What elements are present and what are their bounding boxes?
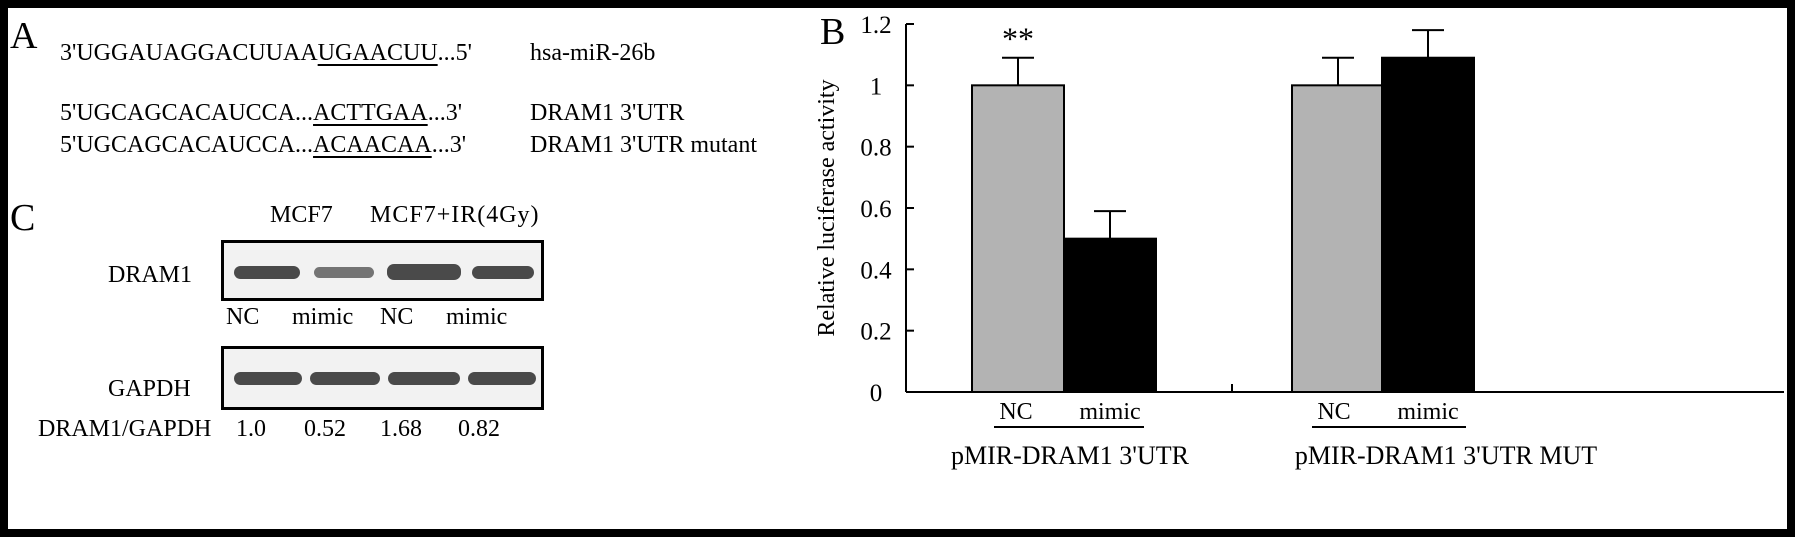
- ratio-label: DRAM1/GAPDH: [38, 416, 212, 442]
- wt-sequence-suffix: ...3': [427, 100, 463, 126]
- panel-a-letter: A: [10, 15, 38, 57]
- luciferase-chart: B 0 0.2 0.4 0.6 0.8 1 1.2 Relative luciferase ac…: [814, 11, 1784, 470]
- band-gapdh-3: [388, 372, 460, 385]
- mir-seed: UGAACUU: [317, 40, 438, 66]
- band-dram1-nc-ir: [387, 264, 461, 280]
- band-dram1-mimic: [314, 267, 374, 278]
- wt-sequence-prefix: 5'UGCAGCACAUCCA...: [60, 100, 314, 126]
- ratio-value-4: 0.82: [458, 416, 500, 442]
- wt-sequence: 5'UGCAGCACAUCCA...ACTTGAA...3': [60, 100, 462, 127]
- row-label-dram1: DRAM1: [108, 262, 193, 288]
- mir-name: hsa-miR-26b: [530, 40, 656, 66]
- category-label-2: NC: [1317, 399, 1350, 425]
- lane-label-2: mimic: [292, 304, 354, 330]
- band-gapdh-2: [310, 372, 380, 385]
- mir-sequence: 3'UGGAUAGGACUUAAUGAACUU...5': [60, 40, 472, 67]
- blot-gapdh: [221, 346, 544, 410]
- blot-dram1: [221, 240, 544, 301]
- band-gapdh-1: [234, 372, 302, 385]
- mut-sequence-prefix: 5'UGCAGCACAUCCA...: [60, 132, 314, 158]
- wt-name: DRAM1 3'UTR: [530, 100, 685, 126]
- panel-b-letter: B: [820, 11, 845, 53]
- group-label-1: pMIR-DRAM1 3'UTR MUT: [1295, 441, 1597, 470]
- category-label-3: mimic: [1397, 399, 1458, 425]
- category-label-0: NC: [999, 399, 1032, 425]
- mut-name: DRAM1 3'UTR mutant: [530, 132, 757, 158]
- ratio-value-1: 1.0: [236, 416, 266, 442]
- y-tick-label-1: 0.2: [860, 319, 891, 346]
- y-tick-label-5: 1: [870, 73, 883, 100]
- y-tick-label-2: 0.4: [860, 257, 892, 284]
- figure-canvas: A 3'UGGAUAGGACUUAAUGAACUU...5' hsa-miR-2…: [8, 8, 1787, 529]
- band-gapdh-4: [468, 372, 536, 385]
- lane-label-4: mimic: [446, 304, 508, 330]
- row-label-gapdh: GAPDH: [108, 376, 191, 402]
- mut-sequence-suffix: ...3': [431, 132, 467, 158]
- mut-sequence: 5'UGCAGCACAUCCA...ACAACAA...3': [60, 132, 466, 159]
- significance-label-0: **: [1002, 21, 1034, 57]
- bar-2: [1291, 84, 1385, 393]
- mir-sequence-suffix: ...5': [437, 40, 472, 66]
- lane-label-1: NC: [226, 304, 260, 330]
- lane-label-3: NC: [380, 304, 414, 330]
- ratio-value-2: 0.52: [304, 416, 346, 442]
- bar-3: [1381, 56, 1475, 393]
- bar-1: [1063, 237, 1157, 393]
- y-tick-label-4: 0.8: [860, 135, 891, 162]
- y-axis-label: Relative luciferase activity: [814, 79, 840, 336]
- category-label-1: mimic: [1079, 399, 1140, 425]
- bar-0: [971, 84, 1065, 393]
- y-tick-label-3: 0.6: [860, 196, 891, 223]
- ratio-value-3: 1.68: [380, 416, 422, 442]
- band-dram1-mimic-ir: [472, 266, 534, 279]
- y-tick-label-6: 1.2: [860, 12, 891, 39]
- mut-seed: ACAACAA: [313, 132, 432, 158]
- mir-sequence-prefix: 3'UGGAUAGGACUUAA: [60, 40, 318, 66]
- panel-c-letter: C: [10, 197, 36, 239]
- wt-seed: ACTTGAA: [313, 100, 428, 126]
- group-label-mcf7-ir: MCF7+IR(4Gy): [370, 202, 540, 228]
- band-dram1-nc: [234, 266, 300, 279]
- group-label-0: pMIR-DRAM1 3'UTR: [951, 441, 1190, 470]
- y-tick-label-0: 0: [870, 380, 883, 407]
- group-label-mcf7: MCF7: [270, 202, 333, 228]
